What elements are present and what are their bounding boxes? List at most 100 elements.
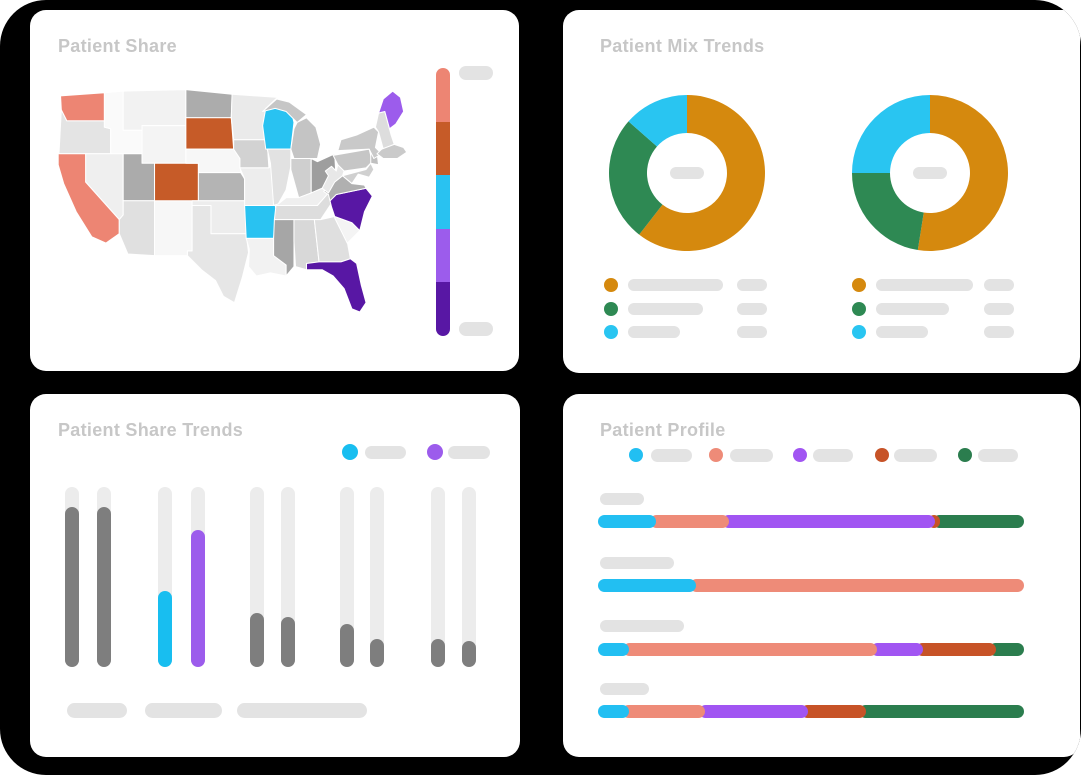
trend-legend-label-placeholder-0 bbox=[365, 445, 406, 459]
map-color-scale bbox=[436, 68, 450, 336]
panel-title-patient-share: Patient Share bbox=[58, 36, 177, 56]
bar-fill-g1-b0[interactable] bbox=[158, 591, 172, 667]
donut-chart-left[interactable] bbox=[607, 93, 767, 253]
stacked-bar-0-segment-2[interactable] bbox=[722, 515, 935, 528]
bar-fill-g4-b1[interactable] bbox=[462, 640, 476, 667]
donut-1-legend-row-1[interactable] bbox=[852, 301, 1014, 316]
bar-fill-g2-b1[interactable] bbox=[281, 616, 295, 667]
state-new-mexico[interactable] bbox=[154, 200, 193, 257]
profile-legend-swatch-icon-4 bbox=[958, 448, 972, 462]
stacked-bar-3-segment-1[interactable] bbox=[622, 705, 706, 718]
state-arkansas[interactable] bbox=[244, 204, 278, 239]
profile-legend-swatch-icon-1 bbox=[709, 448, 723, 462]
stacked-bar-2-segment-3[interactable] bbox=[916, 643, 996, 656]
state-indiana[interactable] bbox=[290, 157, 312, 199]
state-illinois[interactable] bbox=[266, 148, 292, 207]
x-axis-label-placeholder-2 bbox=[237, 703, 367, 718]
state-florida[interactable] bbox=[305, 258, 367, 313]
legend-value-placeholder bbox=[737, 279, 767, 291]
donut-0-slice-0[interactable] bbox=[639, 95, 765, 252]
legend-value-placeholder bbox=[984, 326, 1014, 338]
legend-label-placeholder bbox=[628, 326, 680, 338]
donut-0-slice-2[interactable] bbox=[628, 95, 687, 147]
legend-value-placeholder bbox=[737, 302, 767, 315]
bar-track-g4-b0 bbox=[431, 487, 445, 667]
trend-legend-swatch-icon-1 bbox=[427, 444, 443, 460]
profile-legend bbox=[629, 448, 1029, 462]
state-texas[interactable] bbox=[186, 204, 250, 304]
donut-1-legend-row-0[interactable] bbox=[852, 278, 1014, 292]
bar-track-g4-b1 bbox=[462, 487, 476, 667]
legend-swatch-icon bbox=[852, 325, 866, 339]
state-missouri[interactable] bbox=[239, 164, 276, 207]
state-south-dakota[interactable] bbox=[185, 117, 235, 150]
stacked-bar-2-segment-0[interactable] bbox=[598, 643, 630, 656]
stacked-bar-0-segment-0[interactable] bbox=[598, 515, 657, 528]
bar-fill-g3-b1[interactable] bbox=[370, 639, 384, 667]
stacked-bar-0-segment-1[interactable] bbox=[649, 515, 729, 528]
bar-fill-g1-b1[interactable] bbox=[191, 530, 205, 667]
donut-1-slice-0[interactable] bbox=[917, 95, 1008, 252]
state-wyoming[interactable] bbox=[141, 125, 187, 164]
bar-fill-g0-b1[interactable] bbox=[97, 506, 111, 667]
stacked-bar-2-segment-4[interactable] bbox=[989, 643, 1024, 656]
bar-track-g0-b0 bbox=[65, 487, 79, 667]
stacked-bar-2-segment-2[interactable] bbox=[871, 643, 923, 656]
bar-fill-g0-b0[interactable] bbox=[65, 506, 79, 667]
state-arizona[interactable] bbox=[118, 200, 156, 257]
donut-0-legend-row-2[interactable] bbox=[604, 325, 767, 339]
state-michigan[interactable] bbox=[290, 117, 322, 160]
panel-patient-mix-trends: Patient Mix Trends bbox=[563, 10, 1080, 373]
stacked-bar-2 bbox=[598, 643, 1024, 656]
state-washington[interactable] bbox=[60, 92, 105, 122]
state-massachusetts-connecticut[interactable] bbox=[376, 143, 408, 160]
donut-1-legend-row-2[interactable] bbox=[852, 325, 1014, 339]
state-michigan-upper[interactable] bbox=[262, 98, 308, 123]
state-maine[interactable] bbox=[378, 90, 405, 130]
panel-patient-share: Patient Share bbox=[30, 10, 519, 371]
profile-legend-label-placeholder-4 bbox=[978, 448, 1018, 462]
state-kansas[interactable] bbox=[197, 172, 246, 202]
profile-legend-label-placeholder-1 bbox=[730, 448, 773, 462]
bar-track-g3-b1 bbox=[370, 487, 384, 667]
bar-fill-g3-b0[interactable] bbox=[340, 623, 354, 667]
stacked-bar-2-segment-1[interactable] bbox=[622, 643, 878, 656]
state-maryland[interactable] bbox=[342, 162, 375, 185]
scale-max-label-placeholder bbox=[459, 66, 493, 80]
donut-0-slice-1[interactable] bbox=[609, 121, 663, 235]
donut-chart-right[interactable] bbox=[850, 93, 1010, 253]
state-north-dakota[interactable] bbox=[185, 89, 233, 119]
donut-right-center-value-placeholder bbox=[913, 167, 947, 179]
bar-fill-g2-b0[interactable] bbox=[250, 613, 264, 667]
state-california[interactable] bbox=[57, 153, 120, 244]
stacked-bar-3-segment-0[interactable] bbox=[598, 705, 629, 718]
bar-fill-g4-b0[interactable] bbox=[431, 639, 445, 667]
profile-legend-label-placeholder-0 bbox=[651, 448, 692, 462]
stacked-bar-0-segment-4[interactable] bbox=[933, 515, 1024, 528]
stacked-bar-1-segment-0[interactable] bbox=[598, 579, 696, 592]
donut-1-slice-1[interactable] bbox=[852, 173, 924, 251]
trend-legend-label-placeholder-1 bbox=[448, 445, 490, 459]
bar-track-g2-b1 bbox=[281, 487, 295, 667]
us-choropleth-map[interactable] bbox=[54, 88, 418, 323]
donut-0-legend-row-1[interactable] bbox=[604, 301, 767, 316]
scale-min-label-placeholder bbox=[459, 322, 493, 336]
bar-track-g0-b1 bbox=[97, 487, 111, 667]
panel-patient-share-trends: Patient Share Trends bbox=[30, 394, 520, 757]
state-montana[interactable] bbox=[122, 89, 187, 131]
stacked-bar-3-segment-3[interactable] bbox=[801, 705, 866, 718]
profile-legend-swatch-icon-2 bbox=[793, 448, 807, 462]
stacked-bar-1-segment-1[interactable] bbox=[689, 579, 1024, 592]
state-mississippi[interactable] bbox=[273, 219, 295, 277]
profile-legend-swatch-icon-0 bbox=[629, 448, 643, 462]
stacked-bar-3-segment-2[interactable] bbox=[698, 705, 808, 718]
legend-value-placeholder bbox=[984, 279, 1014, 291]
panel-title-patient-mix-trends: Patient Mix Trends bbox=[600, 36, 765, 56]
donut-0-legend-row-0[interactable] bbox=[604, 278, 767, 292]
state-new-york[interactable] bbox=[337, 126, 383, 160]
x-axis-label-placeholder-0 bbox=[67, 703, 127, 718]
donut-1-slice-2[interactable] bbox=[852, 95, 930, 173]
donut-left-legend bbox=[604, 278, 767, 340]
stacked-bar-3-segment-4[interactable] bbox=[859, 705, 1024, 718]
state-colorado[interactable] bbox=[154, 162, 199, 202]
